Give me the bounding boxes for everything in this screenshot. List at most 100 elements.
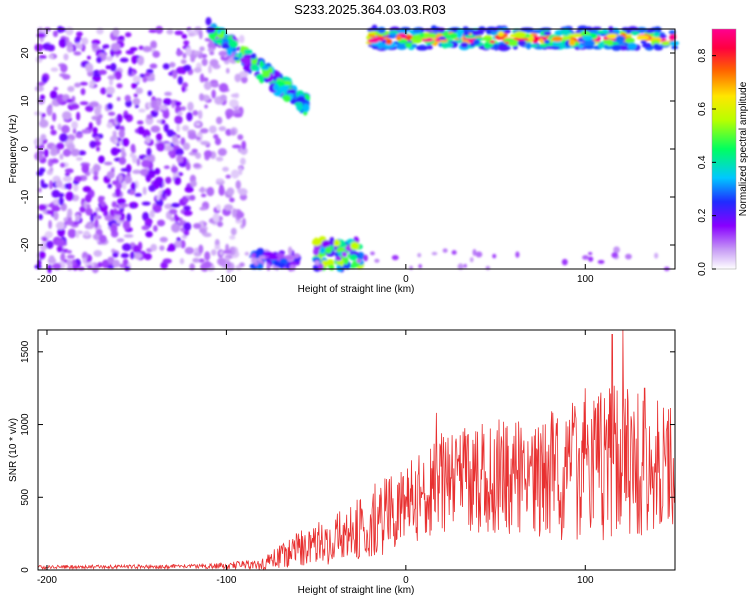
spectrogram-cell: [640, 39, 647, 44]
spectrogram-cell: [230, 128, 236, 136]
spectrogram-cell: [582, 255, 589, 260]
spectrogram-cell: [175, 148, 184, 156]
spectrogram-cell: [145, 136, 151, 144]
spectrogram-cell: [96, 116, 102, 126]
spectrogram-cell: [221, 43, 230, 49]
spectrogram-cell: [230, 169, 240, 179]
spectrogram-cell: [89, 80, 95, 88]
spectrogram-cell: [74, 175, 83, 182]
spectrogram-cell: [110, 147, 119, 156]
spectrogram-cell: [43, 148, 49, 158]
spectrogram-cell: [93, 250, 103, 257]
spectrogram-cell: [51, 144, 58, 154]
spectrogram-cell: [149, 63, 158, 69]
spectrogram-cell: [215, 178, 224, 183]
spectrogram-cell: [256, 74, 264, 80]
spectrogram-cell: [182, 125, 189, 132]
spectrogram-cell: [184, 186, 194, 193]
spectrogram-cell: [145, 230, 153, 238]
colorbar-tick-label: 0.6: [697, 102, 708, 116]
spectrogram-cell: [116, 96, 121, 102]
spectrogram-cell: [109, 78, 114, 86]
spectrogram-cell: [174, 176, 182, 186]
spectrogram-cell: [120, 253, 130, 259]
spectrogram-cell: [39, 242, 48, 252]
spectrogram-cell: [240, 146, 248, 155]
spectrogram-cell: [174, 240, 182, 248]
spectrogram-cell: [192, 257, 200, 263]
spectrogram-cell: [107, 183, 112, 189]
spectrogram-cell: [128, 66, 133, 76]
spectrogram-cell: [452, 27, 458, 33]
spectrogram-cell: [82, 186, 92, 193]
spectrogram-cell: [497, 31, 504, 37]
spectrogram-x-tick-label: 0: [403, 274, 409, 285]
spectrogram-cell: [79, 206, 86, 213]
spectrogram-cell: [155, 25, 164, 34]
colorbar-ticks: 0.0 0.2 0.4 0.6 0.8: [697, 48, 716, 276]
spectrogram-cell: [52, 30, 59, 38]
spectrogram-cell: [38, 250, 46, 260]
spectrogram-cell: [59, 133, 68, 143]
spectrogram-cell: [424, 28, 433, 32]
spectrogram-cell: [489, 40, 495, 44]
spectrogram-cell: [163, 165, 170, 170]
spectrogram-cell: [199, 227, 206, 234]
spectrogram-cell: [75, 230, 80, 239]
spectrogram-cell: [142, 45, 152, 53]
spectrogram-cell: [129, 46, 138, 52]
spectrogram-cell: [123, 114, 130, 119]
spectrogram-cell: [174, 115, 183, 125]
spectrogram-cell: [658, 34, 667, 39]
spectrogram-cell: [496, 45, 509, 51]
snr-y-tick-label: 0: [20, 567, 31, 573]
colorbar-tick-label: 0.2: [697, 208, 708, 222]
spectrogram-cell: [36, 32, 46, 39]
spectrogram-cell: [577, 25, 589, 31]
spectrogram-cell: [268, 254, 278, 261]
spectrogram-cell: [180, 59, 187, 65]
spectrogram-cell: [193, 50, 201, 55]
spectrogram-cell: [107, 75, 116, 80]
spectrogram-cell: [226, 260, 231, 269]
spectrogram-cell: [143, 253, 152, 261]
spectrogram-cell: [92, 164, 101, 172]
spectrogram-cell: [95, 207, 100, 213]
spectrogram-cell: [49, 180, 53, 190]
spectrogram-cell: [169, 217, 176, 222]
spectrogram-cell: [40, 133, 47, 141]
spectrogram-cell: [442, 248, 448, 253]
snr-x-tick-label: -100: [216, 575, 236, 586]
spectrogram-x-tick-label: 100: [577, 274, 594, 285]
spectrogram-cell: [46, 210, 55, 215]
spectrogram-cell: [73, 51, 82, 56]
spectrogram-cell: [223, 249, 233, 255]
spectrogram-cell: [94, 219, 99, 229]
spectrogram-cell: [148, 29, 158, 33]
spectrogram-cell: [203, 150, 213, 158]
spectrogram-cell: [89, 140, 97, 149]
spectrogram-cell: [85, 105, 94, 112]
spectrogram-cell: [52, 198, 61, 206]
spectrogram-cell: [193, 67, 202, 73]
spectrogram-cell: [184, 247, 195, 255]
spectrogram-cell: [42, 236, 48, 242]
spectrogram-cell: [114, 70, 122, 80]
spectrogram-cell: [217, 257, 227, 266]
spectrogram-cell: [166, 247, 172, 252]
spectrogram-cell: [37, 81, 45, 86]
spectrogram-cell: [233, 112, 243, 118]
spectrogram-cell: [335, 256, 342, 261]
spectrogram-cell: [64, 168, 74, 174]
spectrogram-cell: [151, 111, 158, 118]
spectrogram-cell: [333, 239, 341, 247]
colorbar-gradient: [712, 29, 736, 269]
snr-x-tick-label: 100: [577, 575, 594, 586]
spectrogram-cell: [238, 188, 248, 196]
spectrogram-cell: [97, 195, 104, 204]
spectrogram-cell: [183, 222, 192, 231]
spectrogram-cell: [107, 111, 116, 116]
spectrogram-cell: [233, 56, 240, 61]
spectrogram-cell: [165, 176, 172, 184]
